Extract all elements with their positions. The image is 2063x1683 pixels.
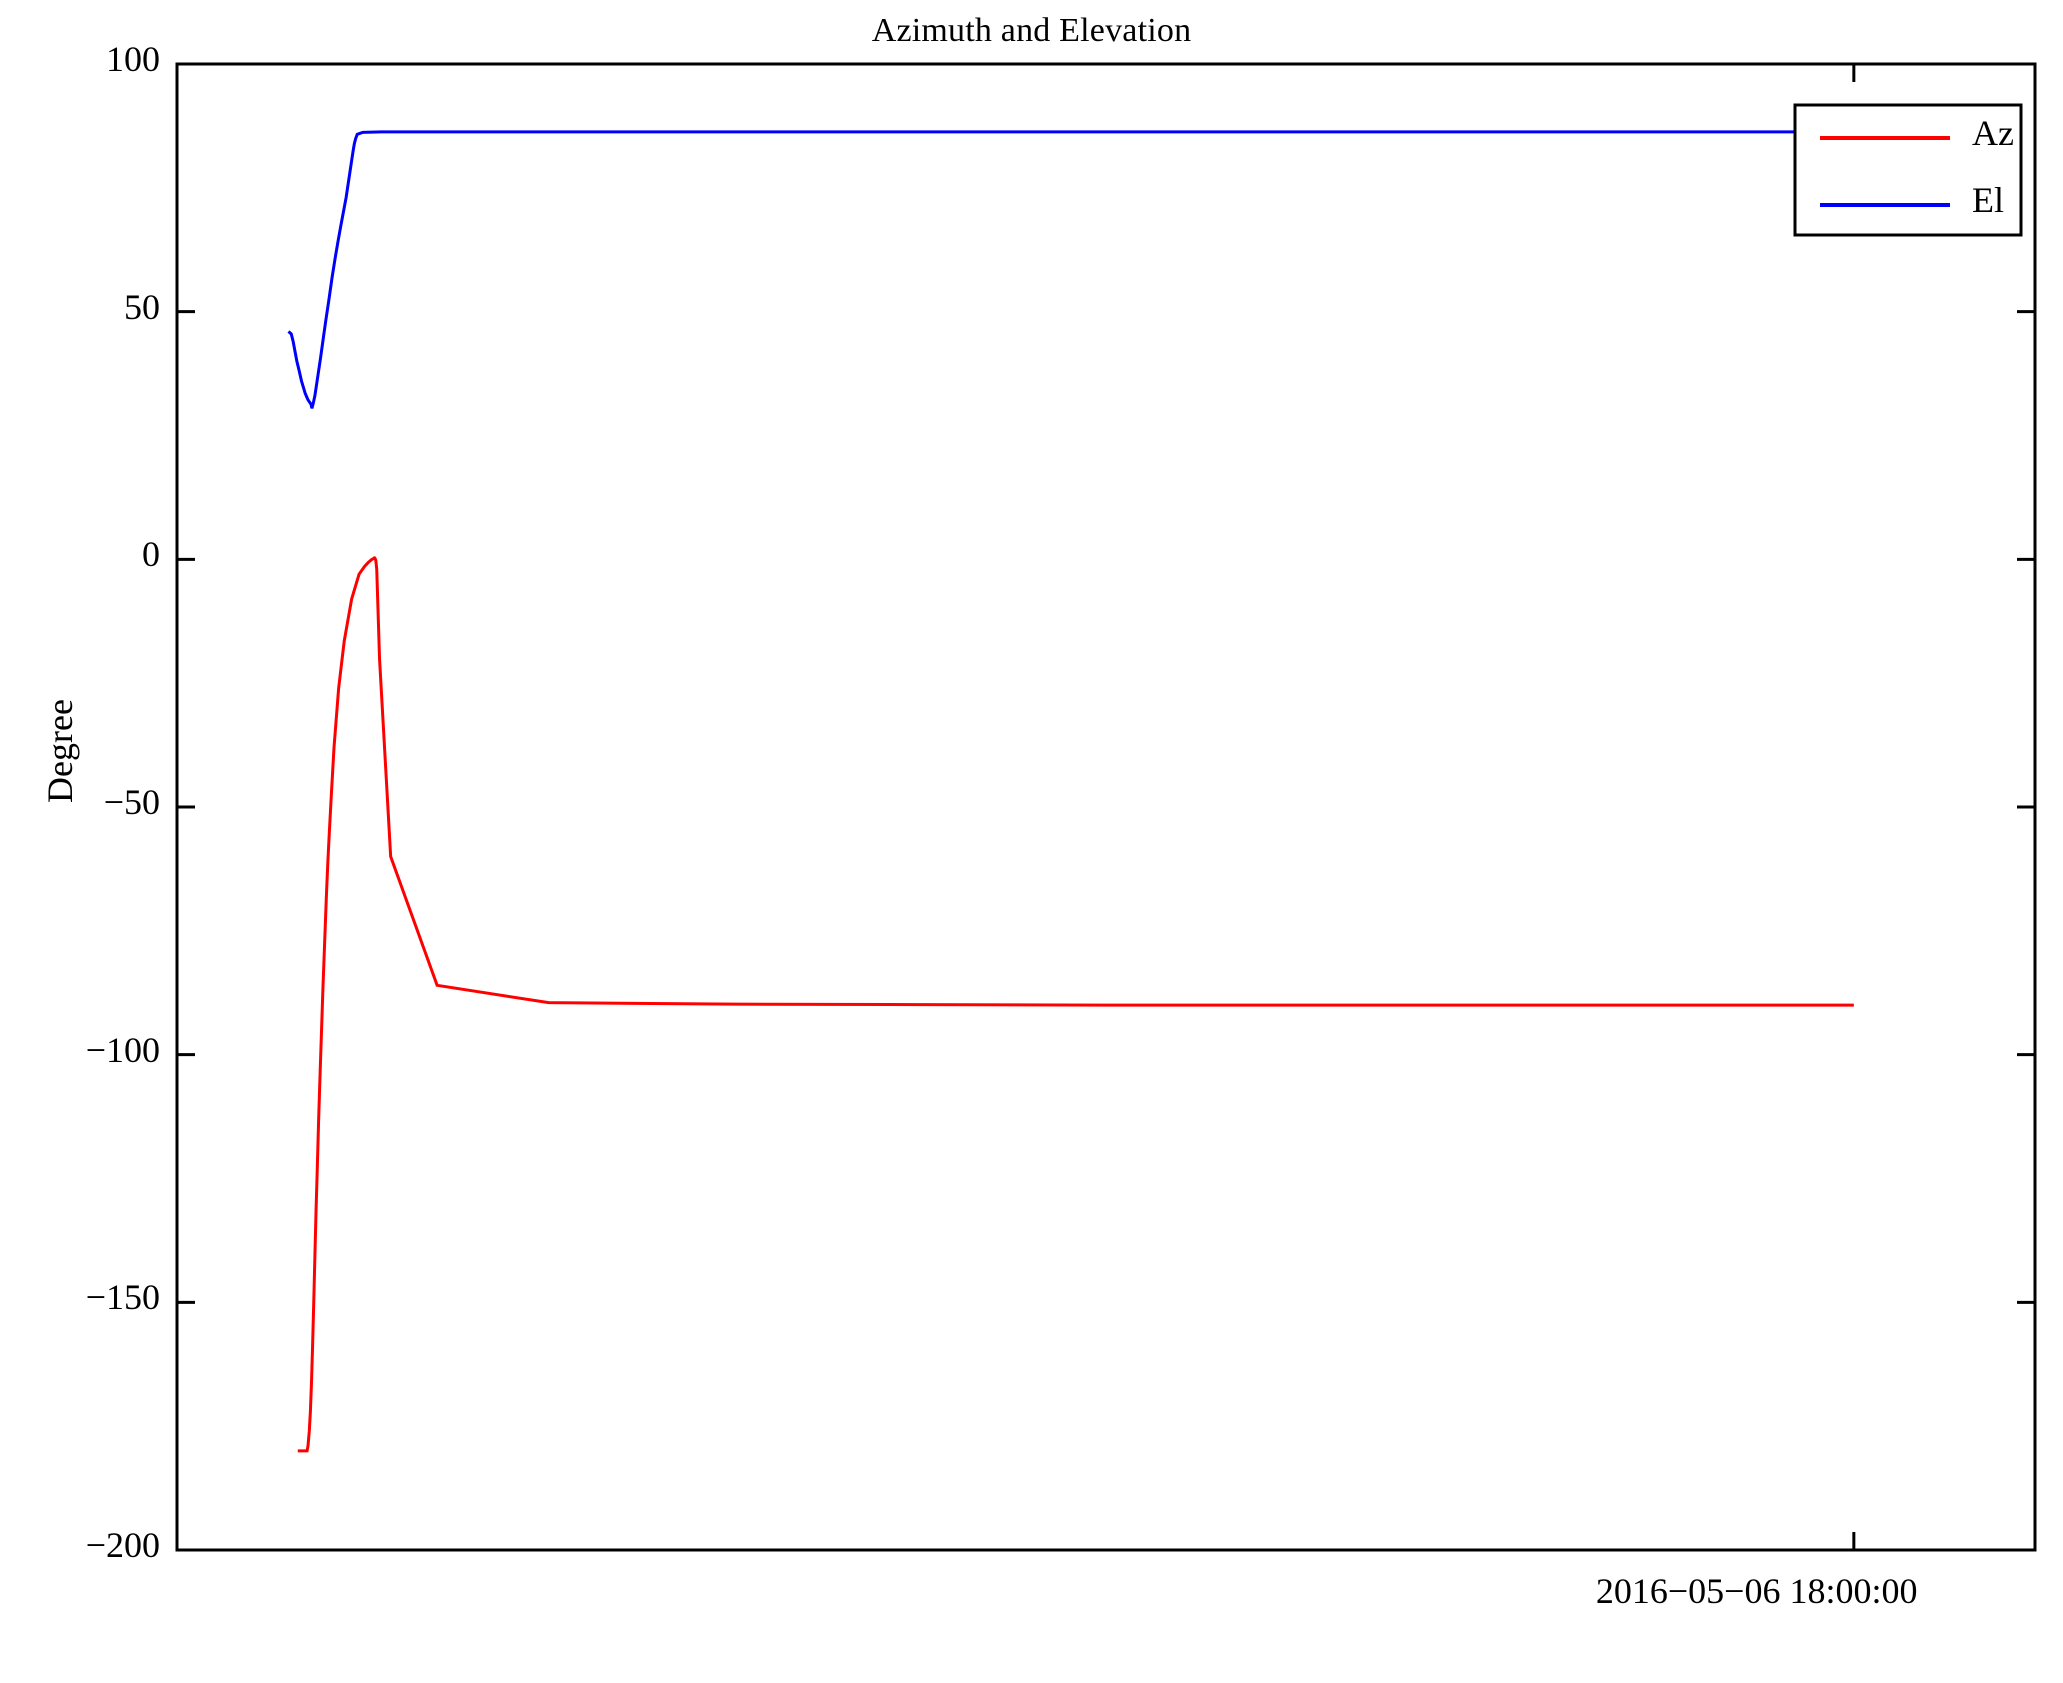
y-tick-label: −150 [85,1277,160,1318]
y-tick-label: −100 [85,1029,160,1070]
data-series-layer [287,130,1854,1453]
y-tick-label: 50 [124,286,160,327]
legend-label-az: Az [1972,113,2014,153]
legend-box [1793,103,2023,237]
axes-frame [175,62,2037,1552]
legend-label-el: El [1972,180,2004,220]
y-tick-label: 100 [106,39,160,79]
legend-swatches [1820,136,1950,207]
x-tick-label: 2016−05−06 18:00:00 [1595,1571,1918,1611]
y-tick-label: −200 [85,1525,160,1565]
y-tick-label: 0 [142,534,160,575]
chart-title: Azimuth and Elevation [871,12,1192,49]
y-tick-label: −50 [103,782,160,822]
series-line-el [287,130,1854,409]
y-axis-tick-labels: 100 50 0 −50 −100 −150 −200 [0,0,160,1683]
y-axis-ticks [177,62,2035,1552]
series-line-az [297,556,1854,1453]
